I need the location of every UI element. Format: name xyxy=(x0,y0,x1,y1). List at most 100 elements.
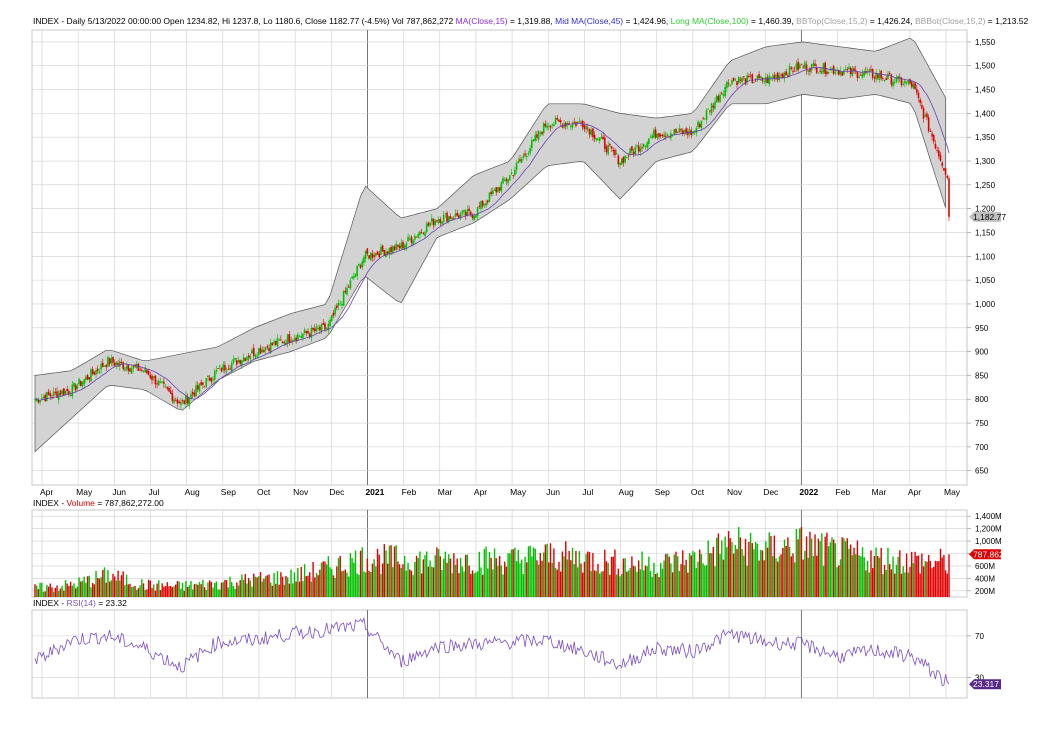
volume-bar xyxy=(49,583,51,597)
candle-body xyxy=(317,328,319,330)
volume-bar xyxy=(319,569,321,597)
x-tick-label: May xyxy=(944,487,961,497)
candle-body xyxy=(615,153,618,155)
volume-bar xyxy=(797,539,799,597)
candle-body xyxy=(836,70,838,72)
candle-body xyxy=(366,248,369,254)
x-tick-label: Jun xyxy=(546,487,560,497)
candle-body xyxy=(98,371,101,373)
candle-body xyxy=(90,369,92,382)
volume-bar xyxy=(751,543,753,597)
candle-body xyxy=(854,69,857,71)
volume-bar xyxy=(641,551,643,597)
x-tick-label: Feb xyxy=(836,487,851,497)
candle-body xyxy=(459,213,462,219)
volume-bar xyxy=(609,574,611,597)
volume-bar xyxy=(35,585,38,597)
candle-body xyxy=(531,139,533,148)
candle-body xyxy=(517,161,520,163)
candle-body xyxy=(610,146,613,149)
candle-body xyxy=(938,150,940,157)
volume-bar xyxy=(271,585,274,597)
candle-body xyxy=(895,77,898,82)
volume-bar xyxy=(775,558,777,597)
candle-body xyxy=(330,315,333,322)
x-tick-label: Oct xyxy=(257,487,271,497)
volume-bar xyxy=(524,556,526,597)
volume-bar xyxy=(882,574,884,597)
volume-bar xyxy=(610,556,613,597)
candle-body xyxy=(882,78,884,80)
candle-body xyxy=(334,307,336,315)
volume-bar xyxy=(192,589,194,597)
candle-body xyxy=(904,80,906,84)
candle-body xyxy=(759,76,762,78)
volume-bar xyxy=(476,571,479,597)
volume-bar xyxy=(376,548,379,597)
y-tick-label: 850 xyxy=(975,371,989,380)
volume-bar xyxy=(164,586,167,597)
last-price-badge-shape xyxy=(969,211,1001,222)
volume-bar xyxy=(531,556,533,597)
volume-bar xyxy=(125,574,128,597)
candle-body xyxy=(361,261,364,268)
candle-body xyxy=(768,75,771,85)
volume-bar xyxy=(249,580,252,597)
volume-bar xyxy=(34,584,36,597)
candle-body xyxy=(853,68,855,71)
volume-bar xyxy=(58,590,60,597)
candle-body xyxy=(274,340,277,345)
candle-body xyxy=(324,323,326,330)
ind-bbbot-value: = 1,213.52 xyxy=(985,16,1028,26)
candle-body xyxy=(341,303,343,306)
candle-body xyxy=(619,162,621,165)
candle-body xyxy=(441,221,443,225)
candle-body xyxy=(887,73,889,79)
volume-bar xyxy=(553,548,555,597)
volume-bar xyxy=(607,562,609,597)
candle-body xyxy=(746,75,749,83)
volume-bar xyxy=(337,557,340,597)
volume-bar xyxy=(585,553,587,597)
candle-body xyxy=(414,235,416,240)
volume-bar xyxy=(763,560,765,597)
volume-bar xyxy=(505,566,508,597)
volume-bar xyxy=(537,564,540,597)
volume-bar xyxy=(105,582,107,597)
candle-body xyxy=(861,73,864,78)
candle-body xyxy=(676,131,679,133)
ind-ma100-value: = 1,460.39, xyxy=(749,16,794,26)
candle-body xyxy=(419,231,421,236)
volume-bar xyxy=(761,550,764,597)
volume-bar xyxy=(636,571,638,597)
candle-body xyxy=(888,72,891,75)
volume-bar xyxy=(838,565,840,597)
volume-bar xyxy=(534,548,536,597)
volume-bar xyxy=(231,582,233,597)
volume-bar xyxy=(926,561,928,597)
volume-bar xyxy=(454,564,457,597)
volume-bar xyxy=(336,566,338,597)
volume-bar xyxy=(665,553,667,597)
volume-bar xyxy=(163,586,165,597)
volume-bar xyxy=(459,557,462,597)
volume-bar xyxy=(124,585,126,597)
candle-body xyxy=(512,175,514,176)
candle-body xyxy=(210,378,213,382)
candle-body xyxy=(583,125,586,130)
volume-bar xyxy=(860,556,862,597)
candle-body xyxy=(319,326,321,331)
x-tick-label: Feb xyxy=(402,487,417,497)
volume-bar xyxy=(202,579,204,597)
candle-body xyxy=(212,378,214,380)
volume-bar xyxy=(804,550,806,597)
volume-bar xyxy=(514,547,516,597)
candle-body xyxy=(704,118,706,120)
volume-bar xyxy=(858,555,860,597)
candle-body xyxy=(437,219,440,223)
candle-body xyxy=(344,290,347,293)
volume-bar xyxy=(712,547,714,597)
volume-bar xyxy=(298,581,301,597)
last-rsi-badge: 23.317 xyxy=(969,679,1001,690)
candle-body xyxy=(573,121,576,123)
